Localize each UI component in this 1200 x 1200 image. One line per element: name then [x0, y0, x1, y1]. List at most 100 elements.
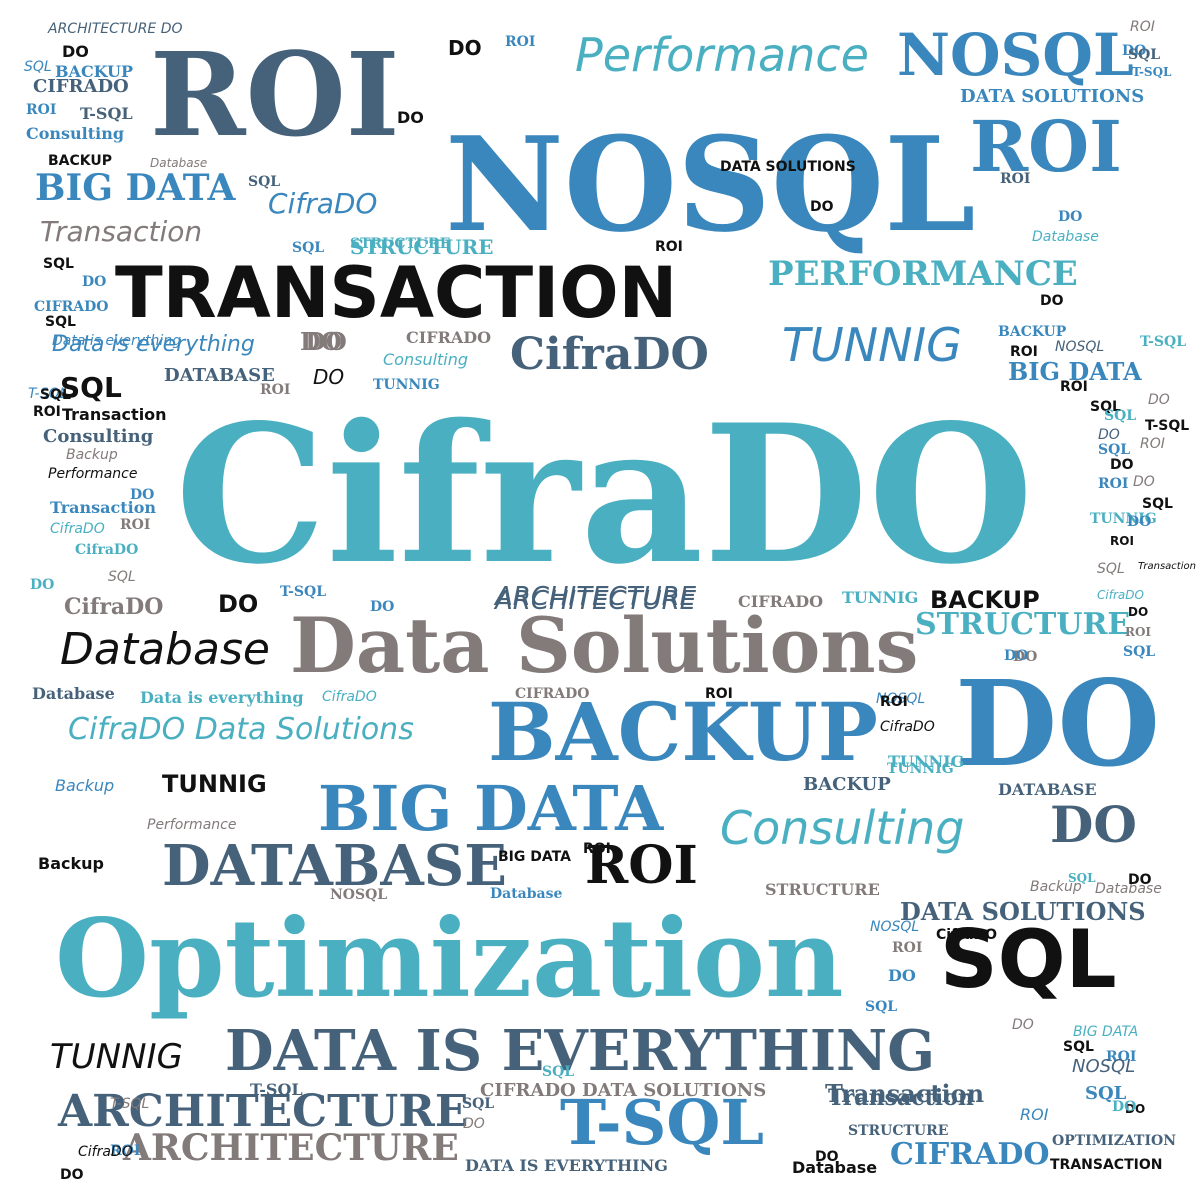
cloud-word-architecture: ARCHITECTURE [58, 1086, 469, 1137]
cloud-word-do: DO [300, 327, 342, 356]
cloud-word-sql: SQL [940, 913, 1117, 1006]
cloud-word-roi: ROI [970, 105, 1122, 188]
cloud-word-t-sql: T-SQL [250, 1080, 303, 1099]
cloud-word-performance: PERFORMANCE [768, 254, 1078, 294]
cloud-word-backup: BACKUP [488, 685, 878, 779]
cloud-word-roi: ROI [260, 382, 291, 398]
cloud-word-do: DO [1125, 1102, 1146, 1116]
cloud-word-sql: SQL [1085, 1083, 1127, 1104]
cloud-word-roi: ROI [26, 102, 57, 118]
cloud-word-nosql: NOSQL [1055, 339, 1105, 355]
cloud-word-sql: SQL [43, 256, 74, 272]
cloud-word-sql: SQL [1068, 871, 1096, 885]
cloud-word-data-is-everything: DATA IS EVERYTHING [465, 1156, 668, 1175]
cloud-word-nosql: NOSQL [330, 887, 388, 903]
cloud-word-consulting: Consulting [26, 124, 125, 143]
cloud-word-cifrado: CifraDO [64, 594, 164, 620]
cloud-word-database: Database [792, 1158, 878, 1177]
cloud-word-do: DO [1012, 1017, 1034, 1033]
cloud-word-tunnig: TUNNIG [782, 318, 962, 372]
cloud-word-performance: Performance [48, 466, 138, 482]
cloud-word-sql: SQL [1104, 408, 1137, 424]
cloud-word-do: DO [1128, 605, 1149, 619]
cloud-word-t-sql: T-SQL [28, 386, 68, 402]
cloud-word-do: DO [1004, 648, 1029, 664]
cloud-word-do: DO [60, 1167, 84, 1183]
cloud-word-big-data: BIG DATA [1008, 357, 1142, 386]
cloud-word-data-is-everything: Data is everything [52, 332, 255, 357]
cloud-word-do: DO [463, 1116, 485, 1132]
cloud-word-cifrado: CifraDO [1097, 588, 1144, 602]
cloud-word-nosql: NOSQL [870, 919, 920, 935]
cloud-word-database: Database [1095, 881, 1162, 897]
cloud-word-cifrado: CIFRADO [34, 299, 109, 315]
cloud-word-roi: ROI [1000, 171, 1031, 187]
cloud-word-t-sql: T-SQL [80, 104, 133, 123]
cloud-word-data-solutions: DATA SOLUTIONS [960, 86, 1145, 107]
cloud-word-roi: ROI [33, 404, 61, 420]
cloud-word-roi: ROI [1098, 476, 1129, 492]
cloud-word-sql: SQL [60, 371, 122, 404]
cloud-word-cifrado: CIFRADO [890, 1137, 1050, 1172]
cloud-word-roi: ROI [655, 239, 683, 255]
cloud-word-transaction: Transaction [825, 1079, 985, 1108]
cloud-word-backup: BACKUP [803, 774, 891, 795]
cloud-word-do: DO [1148, 392, 1170, 408]
cloud-word-sql: SQL [24, 59, 52, 75]
cloud-word-tunnig: TUNNIG [842, 588, 919, 607]
cloud-word-database: Database [60, 624, 270, 675]
cloud-word-do: DO [1122, 43, 1147, 59]
cloud-word-roi: ROI [150, 28, 400, 163]
cloud-word-backup: Backup [1030, 879, 1082, 895]
cloud-word-backup: Backup [55, 776, 115, 795]
cloud-word-roi: ROI [505, 34, 536, 50]
cloud-word-architecture: ARCHITECTURE [495, 586, 697, 616]
cloud-word-structure: STRUCTURE [848, 1123, 949, 1139]
cloud-word-cifrado: CifraDO [510, 329, 709, 380]
cloud-word-cifrado: CIFRADO [515, 686, 590, 702]
cloud-word-do: DO [1110, 457, 1134, 473]
cloud-word-performance: Performance [147, 817, 237, 833]
cloud-word-cifrado: CifraDO [268, 187, 378, 220]
cloud-word-roi: ROI [880, 694, 908, 710]
cloud-word-do: DO [305, 327, 347, 356]
cloud-word-do: DO [888, 966, 916, 985]
cloud-word-backup: Backup [38, 854, 104, 873]
cloud-word-consulting: Consulting [720, 801, 965, 855]
cloud-word-roi: ROI [110, 1143, 141, 1159]
cloud-word-structure: STRUCTURE [915, 607, 1131, 642]
cloud-word-roi: ROI [1110, 534, 1134, 548]
cloud-word-transaction: Transaction [40, 215, 203, 248]
cloud-word-data-is-everything: DATA IS EVERYTHING [225, 1018, 936, 1084]
cloud-word-sql: SQL [542, 1064, 575, 1080]
cloud-word-data-is-everything: Data is everything [52, 333, 182, 349]
cloud-word-sql: SQL [1090, 399, 1121, 415]
cloud-word-transaction: TRANSACTION [1050, 1157, 1163, 1173]
cloud-word-roi: ROI [120, 517, 151, 533]
cloud-word-do: DO [82, 274, 107, 290]
cloud-word-roi: ROI [705, 686, 733, 702]
cloud-word-sql: SQL [1123, 644, 1156, 660]
cloud-word-do: DO [313, 365, 345, 389]
cloud-word-backup: BACKUP [48, 153, 113, 169]
cloud-word-sql: SQL [1142, 496, 1173, 512]
cloud-word-cifrado: CifraDO [50, 521, 105, 537]
cloud-word-t-sql: T-SQL [1132, 65, 1172, 79]
cloud-word-consulting: Consulting [43, 426, 154, 447]
cloud-word-backup: Backup [66, 447, 118, 463]
cloud-word-database: Database [32, 684, 115, 703]
cloud-word-do: DO [218, 590, 259, 618]
cloud-word-structure: STRUCTURE [350, 235, 494, 259]
cloud-word-roi: ROI [1140, 436, 1165, 452]
cloud-word-do: DO [815, 1149, 839, 1165]
cloud-word-transaction: Transaction [50, 498, 157, 517]
cloud-word-transaction: Transaction [1138, 561, 1196, 572]
cloud-word-nosql: NOSQL [1072, 1056, 1136, 1077]
cloud-word-optimization: OPTIMIZATION [1052, 1133, 1177, 1149]
cloud-word-cifrado: CIFRADO [406, 328, 492, 347]
cloud-word-do: DO [1098, 427, 1120, 443]
cloud-word-cifrado: CifraDO [78, 1144, 133, 1160]
cloud-word-cifrado: CifraDO [936, 927, 998, 943]
cloud-word-architecture: ARCHITECTURE [495, 582, 697, 612]
cloud-word-sql: SQL [248, 174, 281, 190]
